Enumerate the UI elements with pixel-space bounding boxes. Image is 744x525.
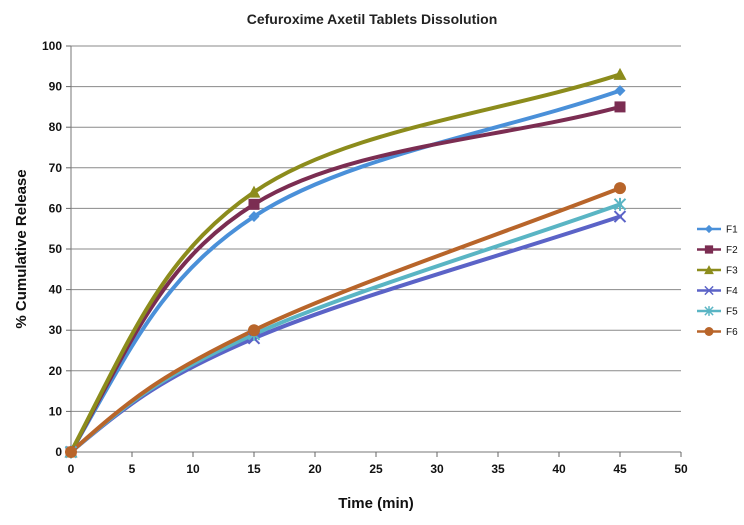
y-tick-label: 20 <box>49 364 63 378</box>
data-point-f2 <box>614 101 626 113</box>
x-tick-label: 0 <box>68 462 75 476</box>
data-point-f6 <box>614 182 626 195</box>
data-point-f1 <box>614 85 626 97</box>
y-axis-title: % Cumulative Release <box>13 169 30 328</box>
legend-marker <box>704 224 714 234</box>
legend: F1 F2 F3 F4 F5 F6 <box>697 225 738 338</box>
y-tick-label: 0 <box>55 445 62 459</box>
x-tick-label: 5 <box>129 462 136 476</box>
legend-item-f4: F4 <box>697 285 738 297</box>
x-tick-label: 10 <box>186 462 200 476</box>
series-line-f6 <box>69 186 622 454</box>
series-line-f4 <box>69 214 622 454</box>
x-tick-label: 30 <box>430 462 444 476</box>
y-tick-label: 50 <box>49 242 63 256</box>
data-point-f6 <box>65 446 77 458</box>
data-point-f5 <box>613 197 627 211</box>
data-point-f1 <box>248 211 260 223</box>
data-point-f3 <box>613 67 627 80</box>
legend-item-f5: F5 <box>697 306 738 318</box>
y-tick-label: 60 <box>49 201 63 215</box>
legend-marker <box>704 245 714 254</box>
y-tick-label: 90 <box>49 80 63 94</box>
x-tick-label: 40 <box>552 462 566 476</box>
legend-item-f6: F6 <box>697 327 738 338</box>
legend-label: F5 <box>726 307 738 318</box>
series-line-f1 <box>69 88 622 454</box>
y-tick-labels: 0 10 20 30 40 50 60 70 80 90 100 <box>42 39 62 459</box>
data-point-f3 <box>247 185 261 198</box>
x-axis-title: Time (min) <box>338 495 414 512</box>
data-point-f2 <box>248 198 260 210</box>
series-line-f3 <box>69 72 622 454</box>
legend-item-f2: F2 <box>697 245 738 256</box>
axes <box>66 45 682 457</box>
legend-item-f1: F1 <box>697 225 738 236</box>
legend-marker <box>704 285 714 296</box>
x-tick-label: 15 <box>247 462 261 476</box>
legend-marker <box>704 327 714 336</box>
data-point-f6 <box>248 324 260 337</box>
x-tick-label: 50 <box>674 462 688 476</box>
series-lines <box>69 72 622 454</box>
y-tick-label: 70 <box>49 161 63 175</box>
legend-label: F1 <box>726 225 738 236</box>
legend-label: F4 <box>726 286 738 297</box>
series-line-f2 <box>69 104 622 454</box>
data-point-f4 <box>613 210 627 223</box>
x-tick-label: 20 <box>308 462 322 476</box>
x-tick-labels: 0 5 10 15 20 25 30 35 40 45 50 <box>68 462 688 476</box>
legend-label: F6 <box>726 327 738 338</box>
y-tick-label: 10 <box>49 404 63 418</box>
y-tick-label: 30 <box>49 323 63 337</box>
y-tick-label: 40 <box>49 283 63 297</box>
y-tick-label: 100 <box>42 39 62 53</box>
x-tick-label: 45 <box>613 462 627 476</box>
legend-item-f3: F3 <box>697 265 738 277</box>
series-markers <box>64 67 627 459</box>
legend-label: F3 <box>726 266 738 277</box>
x-tick-label: 35 <box>491 462 505 476</box>
legend-marker <box>704 265 714 275</box>
legend-marker <box>704 306 714 316</box>
legend-label: F2 <box>726 245 738 256</box>
y-tick-label: 80 <box>49 120 63 134</box>
chart-title: Cefuroxime Axetil Tablets Dissolution <box>247 11 498 27</box>
x-tick-label: 25 <box>369 462 383 476</box>
